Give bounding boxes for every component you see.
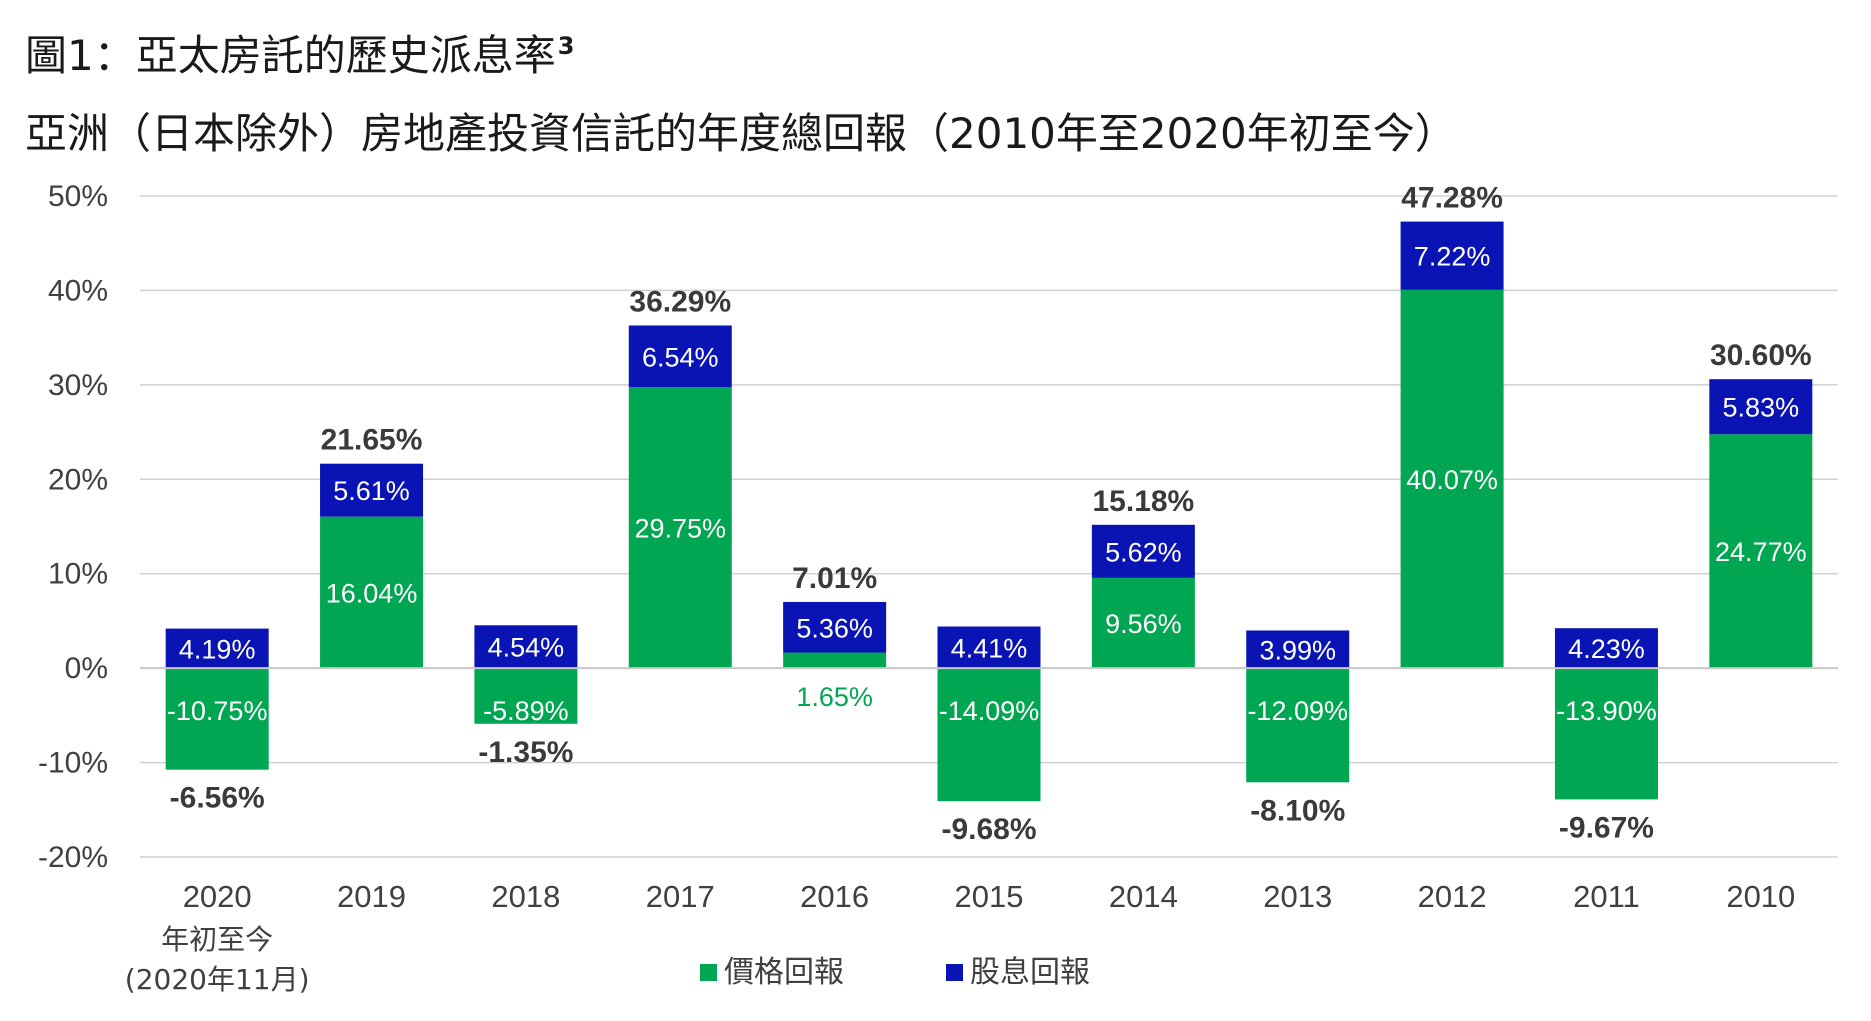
legend-swatch-price <box>700 964 717 981</box>
price-return-label: -14.09% <box>939 696 1040 726</box>
price-return-bar <box>1554 668 1658 800</box>
dividend-return-label: 5.61% <box>333 476 410 506</box>
price-return-label: 1.65% <box>796 682 873 712</box>
total-return-label: -9.67% <box>1559 811 1654 844</box>
y-tick-label: 20% <box>48 463 108 496</box>
legend-label-price: 價格回報 <box>724 955 844 990</box>
legend-label-dividend: 股息回報 <box>970 955 1090 990</box>
dividend-return-label: 4.41% <box>951 633 1028 663</box>
dividend-return-label: 4.23% <box>1568 634 1645 664</box>
dividend-return-bar <box>320 463 424 517</box>
y-tick-label: 0% <box>65 652 108 685</box>
price-return-bar <box>1400 289 1504 669</box>
dividend-return-bar <box>628 325 732 388</box>
price-return-bar <box>783 652 887 669</box>
dividend-return-label: 4.19% <box>179 634 256 664</box>
y-tick-label: 40% <box>48 274 108 307</box>
x-tick-label: 2015 <box>955 879 1024 914</box>
price-return-label: -12.09% <box>1247 696 1348 726</box>
dividend-return-bar <box>1246 630 1350 669</box>
x-tick-sublabel: 年初至今 <box>161 923 273 956</box>
price-return-label: 29.75% <box>634 514 726 544</box>
price-return-bar <box>1246 668 1350 783</box>
dividend-return-label: 5.36% <box>796 613 873 643</box>
price-return-label: 9.56% <box>1105 609 1182 639</box>
title-superscript: 3 <box>557 32 575 60</box>
dividend-return-label: 5.62% <box>1105 537 1182 567</box>
total-return-label: -8.10% <box>1250 794 1345 827</box>
x-tick-label: 2014 <box>1109 879 1178 914</box>
dividend-return-bar <box>1709 379 1813 435</box>
price-return-label: -10.75% <box>167 696 268 726</box>
chart-title: 圖1：亞太房託的歷史派息率3 <box>25 31 575 80</box>
dividend-return-bar <box>937 626 1041 669</box>
x-tick-label: 2010 <box>1726 879 1795 914</box>
price-return-label: 16.04% <box>326 578 418 608</box>
dividend-return-bar <box>474 625 578 669</box>
y-tick-label: 30% <box>48 369 108 402</box>
x-tick-label: 2019 <box>337 879 406 914</box>
total-return-label: -1.35% <box>478 736 573 769</box>
dividend-return-label: 5.83% <box>1723 393 1800 423</box>
total-return-label: -9.68% <box>941 813 1036 846</box>
x-tick-label: 2012 <box>1418 879 1487 914</box>
price-return-bar <box>1709 434 1813 669</box>
total-return-label: 21.65% <box>321 424 423 457</box>
x-tick-label: 2016 <box>800 879 869 914</box>
legend-swatch-dividend <box>946 964 963 981</box>
dividend-return-label: 7.22% <box>1414 242 1491 272</box>
chart-subtitle: 亞洲（日本除外）房地產投資信託的年度總回報（2010年至2020年初至今） <box>25 109 1457 158</box>
dividend-return-label: 6.54% <box>642 342 719 372</box>
price-return-bar <box>937 668 1041 802</box>
y-tick-label: 10% <box>48 558 108 591</box>
total-return-label: 7.01% <box>792 562 877 595</box>
price-return-bar <box>320 516 424 669</box>
x-tick-label: 2011 <box>1573 879 1640 914</box>
price-return-label: 40.07% <box>1406 465 1498 495</box>
dividend-return-bar <box>1091 524 1195 578</box>
x-tick-label: 2020 <box>183 879 252 914</box>
dividend-return-bar <box>1400 221 1504 290</box>
x-tick-label: 2013 <box>1263 879 1332 914</box>
x-tick-label: 2017 <box>646 879 715 914</box>
price-return-label: 24.77% <box>1715 537 1807 567</box>
x-tick-label: 2018 <box>491 879 560 914</box>
price-return-bar <box>628 387 732 669</box>
x-tick-sublabel: (2020年11月) <box>125 963 310 996</box>
dividend-return-bar <box>783 601 887 653</box>
dividend-return-bar <box>165 628 269 669</box>
y-tick-label: -10% <box>38 747 108 780</box>
total-return-label: 15.18% <box>1092 485 1194 518</box>
total-return-label: 47.28% <box>1401 182 1503 215</box>
dividend-return-label: 4.54% <box>488 633 565 663</box>
total-return-label: 30.60% <box>1710 339 1812 372</box>
price-return-label: -13.90% <box>1556 696 1657 726</box>
dividend-return-bar <box>1554 628 1658 669</box>
dividend-return-label: 3.99% <box>1259 635 1336 665</box>
total-return-label: 36.29% <box>629 285 731 318</box>
total-return-label: -6.56% <box>170 782 265 815</box>
y-tick-label: 50% <box>48 180 108 213</box>
y-tick-label: -20% <box>38 841 108 874</box>
price-return-bar <box>474 668 578 724</box>
price-return-bar <box>165 668 269 770</box>
price-return-label: -5.89% <box>483 696 569 726</box>
price-return-bar <box>1091 577 1195 669</box>
